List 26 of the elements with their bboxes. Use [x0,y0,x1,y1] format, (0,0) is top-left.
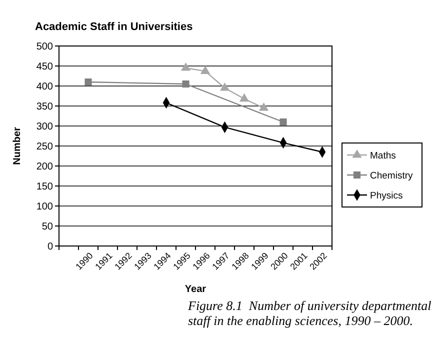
y-axis-title: Number [12,127,23,165]
point [258,102,269,111]
legend-label: Maths [370,150,396,162]
point [220,82,230,91]
y-tick-label: 50 [42,222,54,232]
y-tick-label: 300 [36,122,54,132]
y-tick-label: 350 [36,102,54,112]
y-tick-label: 200 [36,162,54,172]
point [182,80,190,88]
y-tick-label: 150 [36,182,54,192]
point [200,66,210,74]
y-tick-label: 250 [36,142,54,152]
y-tick-label: 450 [36,62,54,72]
chart-title: Academic Staff in Universities [35,21,193,33]
legend-label: Physics [370,190,403,202]
y-tick-label: 500 [36,42,54,52]
point [239,93,250,102]
x-axis-title: Year [184,284,206,295]
legend-label: Chemistry [370,170,414,182]
y-tick-label: 400 [36,82,54,92]
point [280,118,287,126]
point [84,78,92,86]
caption: Figure 8.1 Number of university departmental staff in the enabling sciences, 1990 – 2000. [188,298,432,328]
y-tick-label: 100 [36,202,54,212]
y-tick-label: 0 [47,242,54,252]
point [180,62,191,71]
